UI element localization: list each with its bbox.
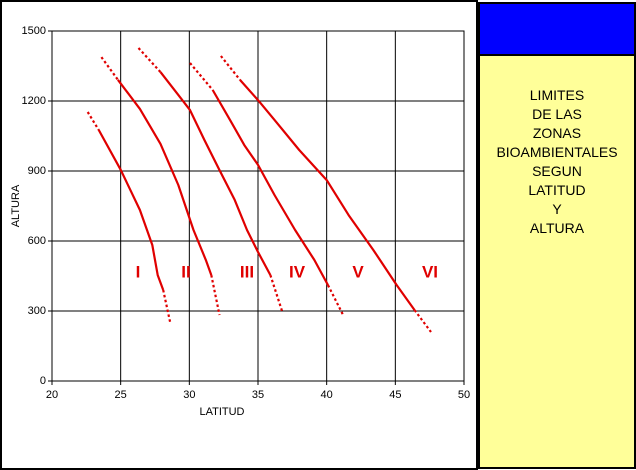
line-dotted-start [220, 55, 241, 81]
blue-box [478, 2, 636, 56]
y-tick-label: 600 [28, 235, 46, 247]
side-text-line: ZONAS [532, 125, 582, 141]
side-text-line: SEGUN [532, 163, 582, 179]
chart: LATITUD ALTURA 0 300 600 900 1200 1500 20 25 30 3… [10, 25, 470, 418]
zone-label: I [136, 262, 141, 281]
chart-frame [0, 0, 478, 470]
x-tick-label: 40 [321, 389, 333, 401]
line [159, 71, 272, 276]
x-tick-label: 30 [183, 389, 195, 401]
zone-label: IV [289, 262, 306, 281]
line-dotted-start [189, 62, 214, 91]
x-tick-label: 35 [252, 389, 264, 401]
line [239, 79, 416, 311]
line [117, 79, 213, 276]
side-text-line: DE LAS [532, 106, 582, 122]
side-text-line: Y [552, 201, 562, 217]
x-tick-label: 25 [115, 389, 127, 401]
line-dotted-start [100, 56, 119, 81]
y-tick-label: 900 [28, 165, 46, 177]
zone-label: II [181, 262, 190, 281]
line-dotted-start [137, 47, 162, 73]
line-dotted-end [162, 289, 172, 323]
line [97, 129, 165, 291]
line-dotted-end [210, 274, 221, 316]
line-dotted-start [86, 111, 100, 131]
y-tick-label: 0 [40, 375, 46, 387]
x-tick-label: 20 [46, 389, 58, 401]
side-panel: LIMITES DE LAS ZONAS BIOAMBIENTALES SEGUN LAT… [478, 54, 636, 469]
x-tick-label: 50 [458, 389, 470, 401]
line-dotted-end [327, 284, 345, 316]
y-tick-label: 300 [28, 305, 46, 317]
y-tick-label: 1500 [22, 25, 46, 37]
zone-label: V [352, 262, 364, 281]
line-dotted-end [269, 274, 284, 314]
zone-label: III [240, 262, 254, 281]
side-text-line: BIOAMBIENTALES [496, 144, 618, 160]
zone-label: VI [422, 262, 438, 281]
x-axis-label: LATITUD [199, 406, 244, 418]
y-tick-label: 1200 [22, 95, 46, 107]
y-axis-label: ALTURA [10, 184, 22, 227]
side-text-line: LATITUD [528, 182, 586, 198]
line [211, 89, 329, 286]
side-text-line: LIMITES [529, 87, 585, 103]
side-text: LIMITES DE LAS ZONAS BIOAMBIENTALES SEGUN LAT… [480, 86, 634, 238]
side-text-line: ALTURA [529, 220, 585, 236]
x-tick-label: 45 [389, 389, 401, 401]
line-dotted-end [413, 309, 432, 333]
